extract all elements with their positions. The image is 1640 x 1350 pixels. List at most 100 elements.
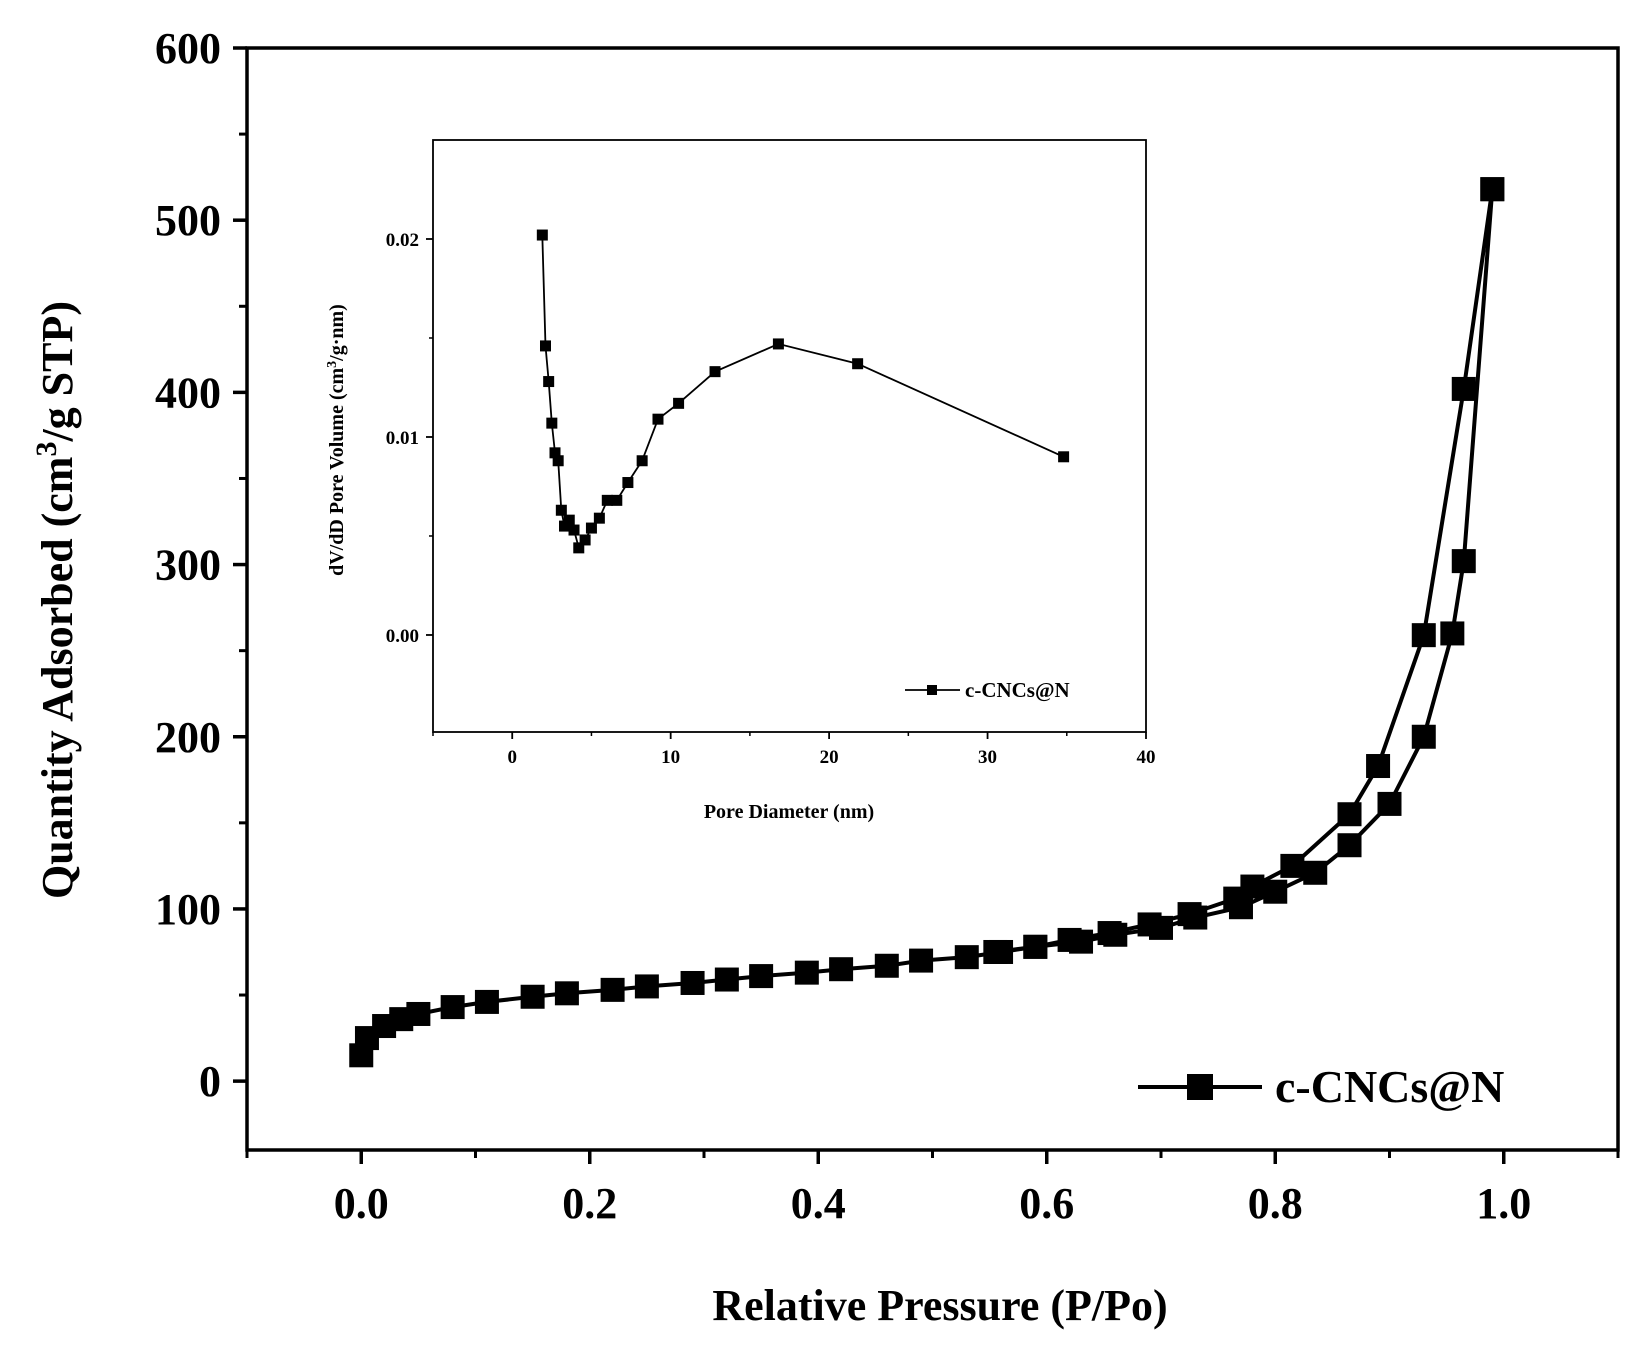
inset-y-tick-label: 0.00: [386, 626, 419, 647]
main-data-point-adsorption: [794, 960, 819, 985]
inset-y-ticks: 0.00 0.01 0.02: [386, 230, 433, 647]
inset-data-point: [593, 512, 605, 524]
main-data-point-adsorption: [749, 964, 774, 989]
inset-data-point: [546, 417, 558, 429]
main-y-tick-label: 400: [155, 368, 221, 417]
inset-y-tick-label: 0.01: [386, 428, 419, 449]
main-data-point-adsorption: [440, 995, 465, 1020]
inset-x-tick-label: 40: [1137, 747, 1156, 768]
inset-data-point: [543, 376, 555, 388]
inset-data-point: [559, 520, 571, 532]
main-legend-label: c-CNCs@N: [1275, 1061, 1504, 1112]
main-x-tick-label: 0.2: [562, 1179, 617, 1228]
main-y-tick-label: 600: [155, 24, 221, 73]
inset-x-tick-label: 0: [507, 747, 517, 768]
main-data-point-adsorption: [829, 957, 854, 982]
inset-data-point: [622, 477, 634, 489]
inset-y-axis-label: dV/dD Pore Volume (cm3/g·nm): [325, 304, 348, 576]
inset-data-point: [1058, 451, 1070, 463]
main-data-point-adsorption: [680, 970, 705, 995]
inset-plot-frame: [432, 139, 1147, 733]
inset-x-tick-label: 20: [820, 747, 839, 768]
main-data-point-adsorption: [474, 989, 499, 1014]
main-data-point-desorption: [1097, 921, 1122, 946]
main-y-tick-label: 500: [155, 196, 221, 245]
main-series-line-adsorption: [359, 189, 1495, 1056]
main-data-point-adsorption: [1451, 549, 1476, 574]
main-data-point-desorption: [1177, 902, 1202, 927]
inset-data-point: [673, 397, 685, 409]
inset-data-point: [552, 455, 564, 467]
main-y-tick-label: 100: [155, 885, 221, 934]
inset-data-point: [573, 542, 585, 554]
main-data-point-adsorption: [406, 1001, 431, 1026]
inset-data-point: [611, 494, 623, 506]
inset-data-point: [555, 504, 567, 516]
inset-x-tick-label: 10: [661, 747, 680, 768]
main-x-tick-label: 0.0: [334, 1179, 389, 1228]
main-plot-frame: [245, 46, 1620, 1152]
inset-data-point: [579, 534, 591, 546]
inset-data-point: [539, 340, 551, 352]
main-legend-marker: [1187, 1074, 1213, 1100]
main-series-group: [349, 177, 1505, 1068]
inset-x-ticks: 0 10 20 30 40: [432, 732, 1156, 768]
main-data-point-desorption: [1451, 376, 1476, 401]
main-x-ticks: 0.0 0.2 0.4 0.6 0.8 1.0: [245, 1150, 1620, 1228]
inset-pore-distribution-chart: 0 10 20 30 40 0.00 0.01 0.02 Pore Diameter (nm…: [325, 139, 1156, 823]
main-data-point-desorption: [1366, 754, 1391, 779]
main-data-point-adsorption: [1440, 621, 1465, 646]
main-legend: c-CNCs@N: [1138, 1061, 1504, 1112]
main-data-point-adsorption: [634, 974, 659, 999]
main-y-tick-label: 200: [155, 713, 221, 762]
inset-series-group: [536, 229, 1070, 554]
inset-legend: c-CNCs@N: [905, 678, 1070, 702]
main-data-point-desorption: [1480, 177, 1505, 202]
main-x-tick-label: 0.4: [791, 1179, 846, 1228]
inset-data-point: [636, 455, 648, 467]
main-data-point-desorption: [1023, 934, 1048, 959]
main-data-point-adsorption: [1411, 724, 1436, 749]
main-data-point-adsorption: [600, 977, 625, 1002]
inset-data-point: [709, 366, 721, 378]
inset-x-tick-label: 30: [978, 747, 997, 768]
main-x-tick-label: 0.8: [1248, 1179, 1303, 1228]
main-x-tick-label: 0.6: [1019, 1179, 1074, 1228]
inset-data-point: [772, 338, 784, 350]
inset-data-point: [549, 447, 561, 459]
main-data-point-adsorption: [1337, 833, 1362, 858]
main-data-point-desorption: [1411, 623, 1436, 648]
main-data-point-desorption: [1057, 927, 1082, 952]
main-y-tick-label: 0: [199, 1057, 221, 1106]
main-data-point-adsorption: [1263, 879, 1288, 904]
main-data-point-adsorption: [909, 948, 934, 973]
main-y-ticks: 0 100 200 300 400 500 600: [155, 24, 247, 1106]
main-data-point-adsorption: [1377, 791, 1402, 816]
inset-data-point: [585, 522, 597, 534]
main-data-point-adsorption: [554, 981, 579, 1006]
inset-y-tick-label: 0.02: [386, 230, 419, 251]
main-data-point-desorption: [1223, 886, 1248, 911]
main-series-line-desorption: [995, 188, 1495, 954]
main-data-point-adsorption: [954, 945, 979, 970]
inset-data-point: [563, 514, 575, 526]
main-data-point-adsorption: [1303, 860, 1328, 885]
inset-legend-marker: [927, 685, 937, 695]
main-y-axis-label: Quantity Adsorbed (cm3/g STP): [30, 301, 82, 899]
main-y-tick-label: 300: [155, 541, 221, 590]
inset-data-point: [852, 358, 864, 370]
main-data-point-adsorption: [874, 953, 899, 978]
inset-data-point: [536, 229, 548, 241]
main-x-tick-label: 1.0: [1476, 1179, 1531, 1228]
inset-data-point: [568, 524, 580, 536]
main-x-axis-label: Relative Pressure (P/Po): [712, 1281, 1167, 1330]
inset-data-point: [601, 494, 613, 506]
main-data-point-adsorption: [714, 967, 739, 992]
main-data-point-desorption: [1137, 912, 1162, 937]
inset-legend-label: c-CNCs@N: [965, 678, 1070, 702]
inset-data-point: [652, 413, 664, 425]
main-data-point-desorption: [983, 939, 1008, 964]
main-data-point-adsorption: [520, 984, 545, 1009]
